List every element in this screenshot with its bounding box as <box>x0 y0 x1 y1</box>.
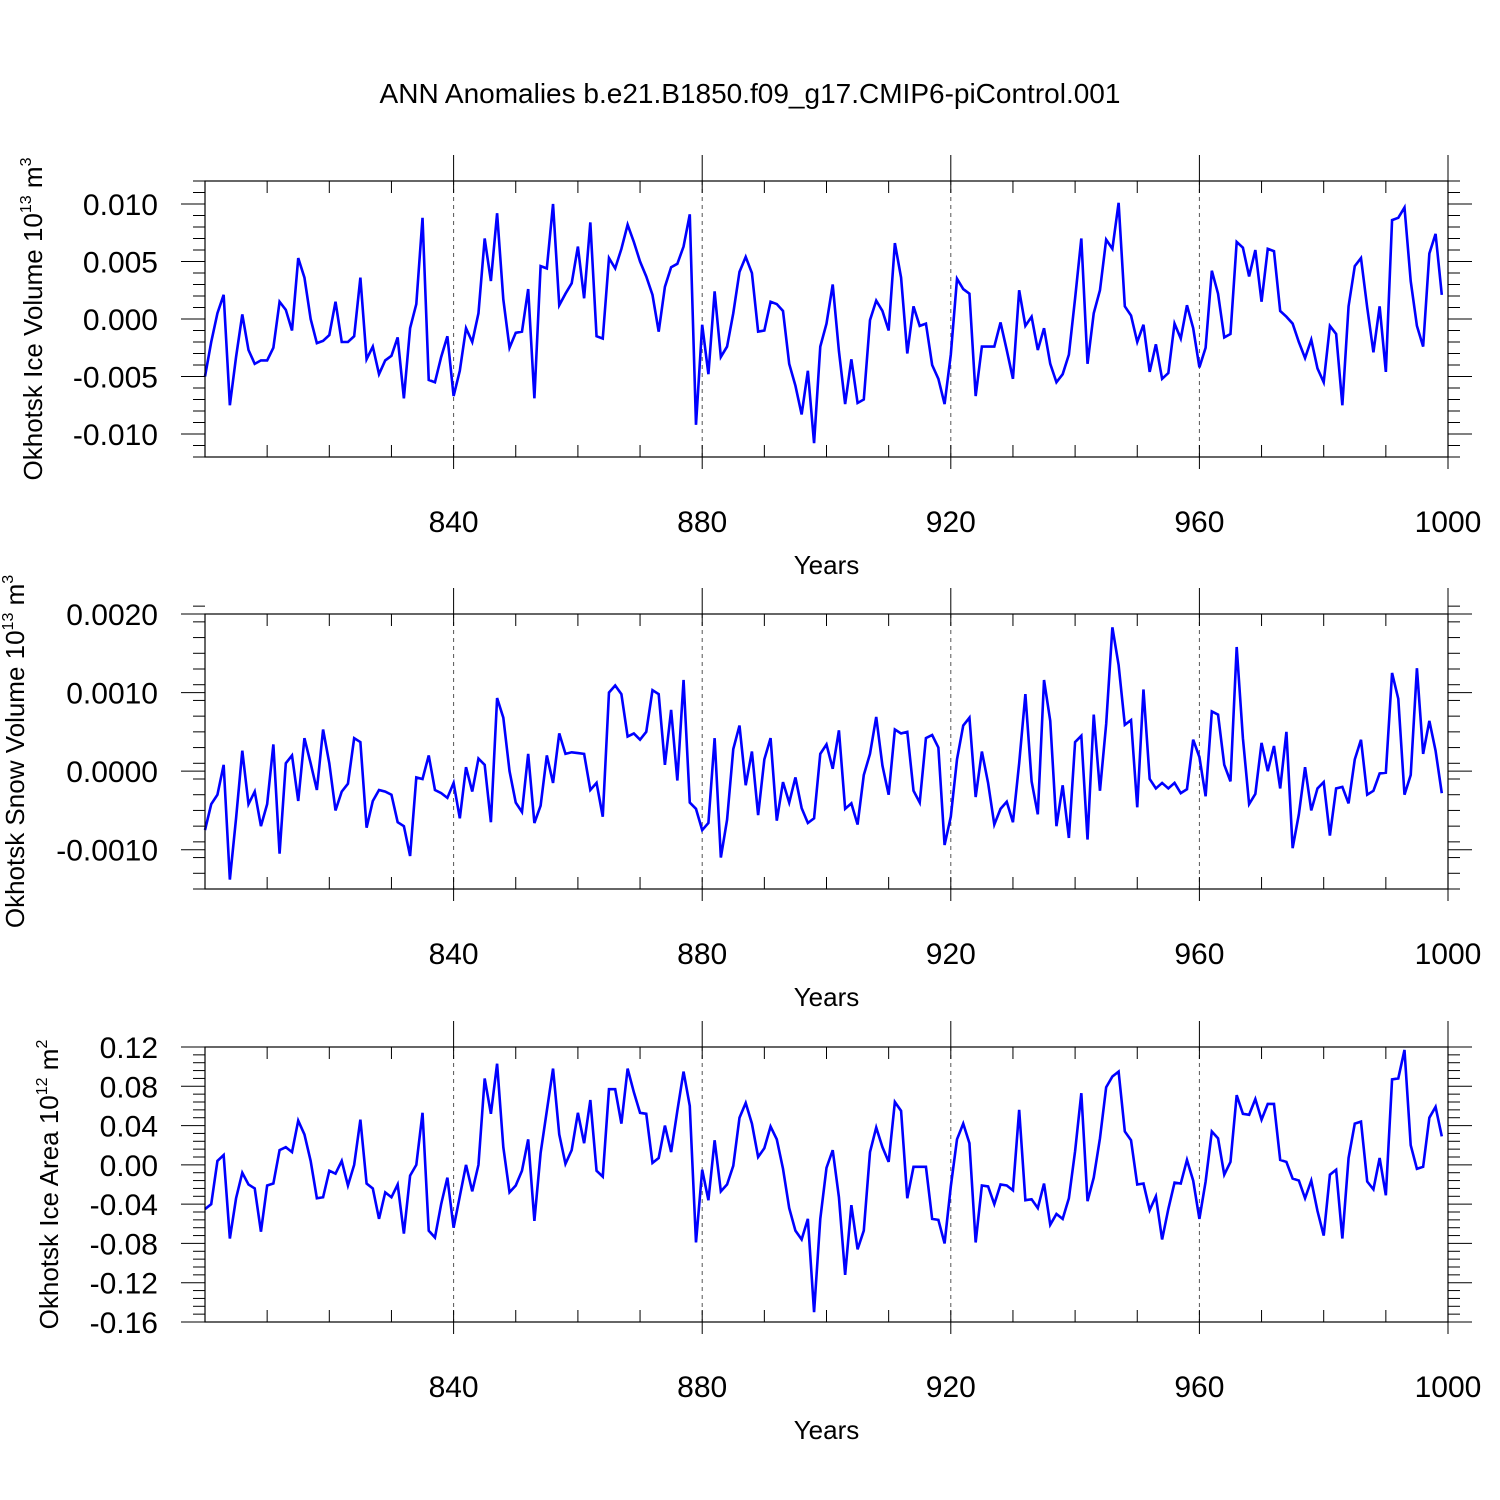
x-axis-label: Years <box>794 1415 860 1445</box>
x-tick-label: 960 <box>1174 938 1224 971</box>
panel-ice-volume: 840 880 920 960 1000 0.010 0.005 0.000 -0.005 -0.… <box>18 155 1481 580</box>
y-tick-label: 0.0020 <box>66 599 158 632</box>
y-axis-label-unit-exponent: 2 <box>34 1040 51 1049</box>
x-tick-label: 1000 <box>1415 1371 1482 1404</box>
y-tick-label: 0.04 <box>100 1111 158 1144</box>
y-axis-label-text: Okhotsk Snow Volume 10 <box>0 630 30 928</box>
y-axis-label: Okhotsk Snow Volume 1013 m3 <box>0 575 30 928</box>
x-tick-label: 880 <box>677 506 727 539</box>
figure-title: ANN Anomalies b.e21.B1850.f09_g17.CMIP6-… <box>379 78 1121 109</box>
series-line <box>203 202 1444 444</box>
y-axis-label-exponent: 12 <box>34 1077 51 1095</box>
x-tick-label: 960 <box>1174 506 1224 539</box>
x-tick-label: 1000 <box>1415 506 1482 539</box>
y-axis-label-text: Okhotsk Ice Area 10 <box>34 1095 64 1329</box>
y-tick-label: -0.12 <box>90 1268 158 1301</box>
x-tick-label: 1000 <box>1415 938 1482 971</box>
y-axis-label-exponent: 13 <box>18 195 35 213</box>
x-tick-label: 880 <box>677 1371 727 1404</box>
plot-frame <box>204 1046 1449 1323</box>
y-axis-label-unit: m <box>34 1049 64 1078</box>
x-tick-label: 840 <box>429 506 479 539</box>
y-tick-label: 0.0000 <box>66 756 158 789</box>
x-tick-label: 960 <box>1174 1371 1224 1404</box>
y-axis-label-exponent: 13 <box>0 613 17 631</box>
y-tick-label: 0.12 <box>100 1032 158 1065</box>
y-tick-label: -0.0010 <box>56 835 158 868</box>
y-tick-label: -0.04 <box>90 1189 158 1222</box>
x-axis-label: Years <box>794 982 860 1012</box>
y-axis-label-unit-exponent: 3 <box>0 575 17 584</box>
y-tick-label: 0.0010 <box>66 678 158 711</box>
x-tick-label: 920 <box>926 938 976 971</box>
y-tick-label: 0.010 <box>83 189 158 222</box>
y-axis-label: Okhotsk Ice Area 1012 m2 <box>34 1040 64 1330</box>
y-tick-label: 0.08 <box>100 1071 158 1104</box>
y-tick-label: 0.005 <box>83 247 158 280</box>
x-tick-label: 880 <box>677 938 727 971</box>
y-tick-label: -0.16 <box>90 1307 158 1340</box>
y-axis-label-unit: m <box>18 166 48 195</box>
panel-ice-area: 840 880 920 960 1000 0.12 0.08 0.04 0.00 -0.04 -0.… <box>34 1021 1481 1445</box>
series-line <box>203 627 1444 880</box>
y-axis-label-unit: m <box>0 584 30 613</box>
y-tick-label: 0.00 <box>100 1150 158 1183</box>
y-tick-label: -0.010 <box>73 419 158 452</box>
x-tick-label: 920 <box>926 506 976 539</box>
y-tick-label: -0.08 <box>90 1228 158 1261</box>
series-line <box>204 1049 1444 1313</box>
y-axis-label-unit-exponent: 3 <box>18 157 35 166</box>
x-tick-label: 920 <box>926 1371 976 1404</box>
x-tick-label: 840 <box>429 1371 479 1404</box>
x-axis-label: Years <box>794 550 860 580</box>
y-axis-label-text: Okhotsk Ice Volume 10 <box>18 213 48 480</box>
panel-snow-volume: 840 880 920 960 1000 0.0020 0.0010 0.0000 -0.001… <box>0 575 1481 1012</box>
x-tick-label: 840 <box>429 938 479 971</box>
y-axis-label: Okhotsk Ice Volume 1013 m3 <box>18 157 48 480</box>
y-tick-label: 0.000 <box>83 304 158 337</box>
y-tick-label: -0.005 <box>73 362 158 395</box>
